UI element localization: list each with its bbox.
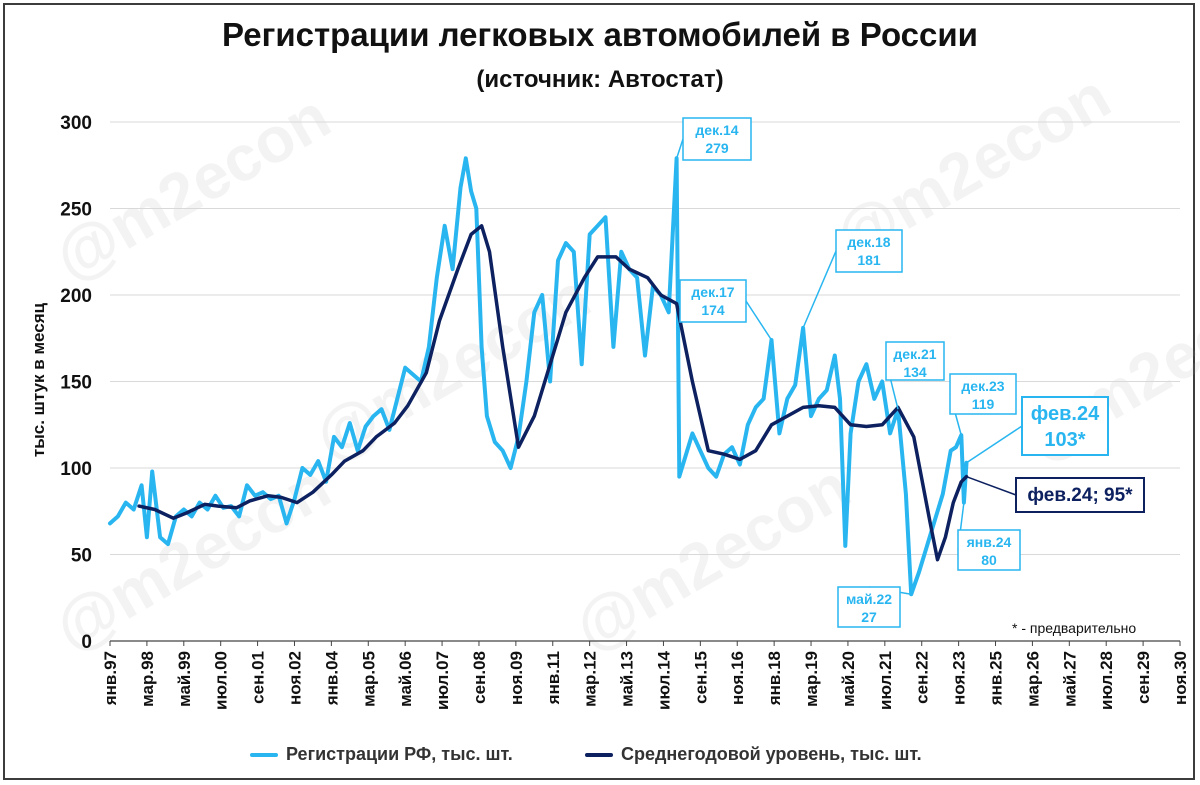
x-tick-label: ноя.23 <box>950 651 969 705</box>
x-tick-label: ноя.09 <box>507 651 526 705</box>
x-tick-label: июл.07 <box>433 651 452 710</box>
callout-value: 119 <box>972 396 995 412</box>
x-tick-label: мар.98 <box>138 651 157 707</box>
y-tick-label: 200 <box>60 286 92 307</box>
callout-pointer <box>675 138 684 159</box>
x-tick-label: июл.28 <box>1097 651 1116 710</box>
x-tick-label: май.20 <box>839 651 858 707</box>
x-tick-label: мар.05 <box>359 651 378 707</box>
callout-value: 181 <box>857 252 881 268</box>
callout-label: дек.14 <box>695 122 738 138</box>
callout-pointer <box>745 300 773 341</box>
x-tick-label: мар.12 <box>581 651 600 707</box>
chart-subtitle: (источник: Автостат) <box>476 66 724 93</box>
x-tick-label: ноя.30 <box>1171 651 1190 705</box>
x-tick-label: июл.00 <box>212 651 231 710</box>
callout-label: дек.17 <box>691 284 734 300</box>
x-tick-label: янв.97 <box>101 651 120 706</box>
callout-box <box>835 229 903 273</box>
callout-label: дек.18 <box>847 234 890 250</box>
x-tick-label: май.27 <box>1060 651 1079 707</box>
callout-label: фев.24 <box>1031 403 1100 425</box>
x-tick-label: май.13 <box>618 651 637 707</box>
callout-value: 103* <box>1044 429 1085 451</box>
x-tick-label: ноя.02 <box>285 651 304 705</box>
callout-box <box>837 586 901 628</box>
x-tick-label: сен.29 <box>1134 651 1153 704</box>
callout-value: 134 <box>903 364 927 380</box>
legend: Регистрации РФ, тыс. шт. Среднегодовой у… <box>0 744 1200 770</box>
series-line-registrations <box>108 156 969 597</box>
legend-label-registrations: Регистрации РФ, тыс. шт. <box>286 744 513 764</box>
chart-title: Регистрации легковых автомобилей в Росси… <box>222 16 978 53</box>
legend-item-registrations: Регистрации РФ, тыс. шт. <box>250 744 513 765</box>
callout-value: 279 <box>705 140 729 156</box>
callout-label: дек.21 <box>893 346 936 362</box>
y-tick-label: 300 <box>60 113 92 134</box>
x-tick-label: мар.26 <box>1023 651 1042 707</box>
callout-pointer <box>966 475 1017 496</box>
y-tick-label: 100 <box>60 459 92 480</box>
y-tick-label: 0 <box>81 632 92 653</box>
x-tick-label: май.99 <box>175 651 194 707</box>
callout-box <box>1015 477 1145 513</box>
x-tick-label: июл.14 <box>654 650 673 710</box>
callout-box <box>682 117 752 161</box>
legend-label-average: Среднегодовой уровень, тыс. шт. <box>621 744 922 764</box>
x-tick-label: сен.15 <box>691 651 710 704</box>
callout-label: май.22 <box>846 591 892 607</box>
x-tick-label: янв.25 <box>987 651 1006 706</box>
y-tick-label: 150 <box>60 373 92 394</box>
callout-value: 27 <box>861 609 877 625</box>
y-tick-label: 250 <box>60 200 92 221</box>
callout-box <box>949 373 1017 415</box>
callout-pointer <box>966 425 1023 464</box>
callout-pointer <box>802 250 837 329</box>
chart-svg: тыс. штук в месяц 0 50 100 150 200 250 300 янв.… <box>29 113 1190 710</box>
x-tick-label: май.06 <box>396 651 415 707</box>
callout-label: дек.23 <box>961 378 1004 394</box>
x-tick-label: янв.18 <box>765 651 784 706</box>
x-tick-label: ноя.16 <box>728 651 747 705</box>
legend-item-average: Среднегодовой уровень, тыс. шт. <box>585 744 922 765</box>
x-tick-label: мар.19 <box>802 651 821 707</box>
callout-value: 174 <box>701 302 725 318</box>
x-tick-label: янв.11 <box>544 651 563 705</box>
x-tick-label: сен.08 <box>470 651 489 704</box>
footnote: * - предварительно <box>1012 620 1137 636</box>
callout-box <box>679 279 747 323</box>
x-tick-label: июл.21 <box>876 651 895 710</box>
callout-box <box>957 529 1021 571</box>
series-line-average <box>137 224 969 562</box>
x-tick-label: сен.22 <box>913 651 932 704</box>
callout-box <box>885 341 945 381</box>
x-tick-label: янв.04 <box>322 650 341 706</box>
y-axis-label: тыс. штук в месяц <box>29 302 48 457</box>
callout-label: янв.24 <box>967 534 1012 550</box>
callout-label: фев.24; 95* <box>1027 485 1133 506</box>
x-tick-label: сен.01 <box>249 651 268 704</box>
legend-swatch-average <box>585 752 613 757</box>
callout-box <box>1021 396 1109 456</box>
callout-value: 80 <box>981 552 997 568</box>
legend-swatch-registrations <box>250 752 278 757</box>
y-tick-label: 50 <box>71 546 92 567</box>
